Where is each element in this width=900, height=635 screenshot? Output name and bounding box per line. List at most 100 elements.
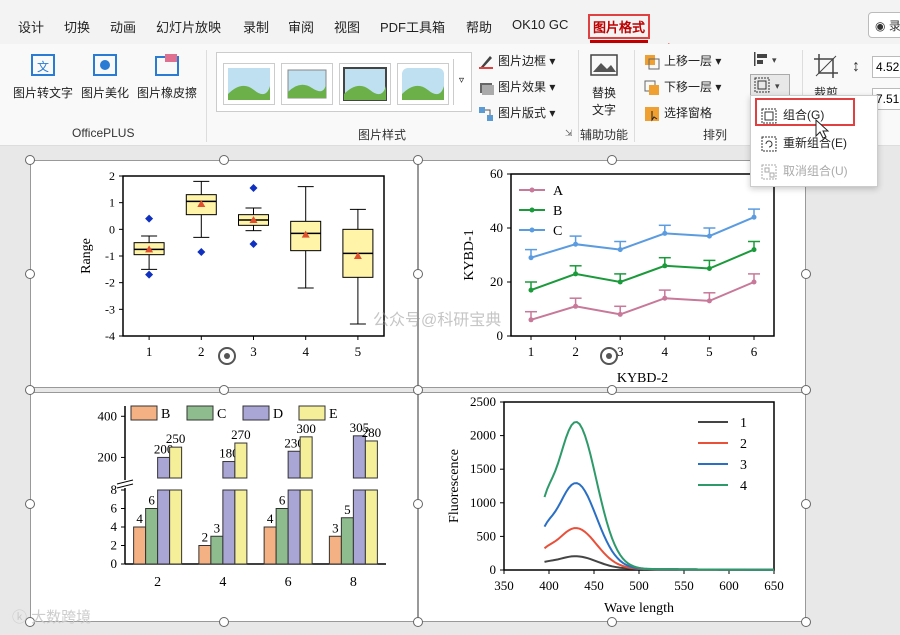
resize-handle[interactable]	[219, 155, 229, 165]
menu-design[interactable]: 设计	[18, 20, 45, 35]
resize-handle[interactable]	[607, 385, 617, 395]
fluorescence-chart: 0 500 1000 1500 2000 2500 350 400 450 500 550 600 65…	[447, 394, 784, 616]
picture-eraser-button[interactable]: 图片橡皮擦	[134, 52, 200, 101]
menu-help[interactable]: 帮助	[466, 20, 493, 35]
menu-regroup[interactable]: 重新组合(E)	[761, 134, 847, 152]
pen-icon	[479, 55, 493, 69]
resize-handle[interactable]	[413, 155, 423, 165]
width-input[interactable]: 7.51	[872, 88, 900, 110]
bar	[169, 489, 183, 565]
menu-ungroup-label: 取消组合(U)	[783, 164, 848, 178]
picture-border-button[interactable]: 图片边框 ▾	[478, 52, 555, 70]
resize-handle[interactable]	[25, 617, 35, 627]
resize-handle[interactable]	[25, 269, 35, 279]
selection-pane-icon	[645, 106, 659, 122]
y-tick-label: 4	[111, 519, 118, 534]
picture-to-text-icon: 文	[31, 54, 55, 76]
rotate-handle-icon[interactable]	[596, 343, 622, 369]
arrange-group-label: 排列	[703, 128, 728, 142]
style-thumb-2[interactable]	[281, 63, 333, 105]
menu-animations[interactable]: 动画	[110, 20, 137, 35]
resize-handle[interactable]	[801, 499, 811, 509]
menu-group[interactable]: 组合(G)	[761, 106, 824, 124]
bring-forward-button[interactable]: 上移一层 ▾	[644, 52, 721, 70]
y-axis-label: Fluorescence	[447, 449, 462, 523]
align-icon: ▾	[754, 52, 777, 66]
style-thumb-4[interactable]	[397, 63, 449, 105]
svg-text:▾: ▾	[775, 81, 780, 91]
picture-beautify-button[interactable]: 图片美化	[78, 52, 132, 101]
resize-handle[interactable]	[801, 385, 811, 395]
x-axis-label: Wave length	[604, 601, 674, 616]
watermark-corner-text: 大数跨境	[31, 609, 92, 626]
resize-handle[interactable]	[413, 617, 423, 627]
menu-pdf-toolbox[interactable]: PDF工具箱	[380, 20, 446, 35]
align-button[interactable]: ▾	[752, 50, 782, 71]
menu-review[interactable]: 审阅	[288, 20, 315, 35]
picture-effects-button[interactable]: 图片效果 ▾	[478, 78, 555, 96]
resize-handle[interactable]	[607, 155, 617, 165]
picture-to-text-button[interactable]: 文 图片转文字	[10, 52, 76, 101]
resize-handle[interactable]	[219, 617, 229, 627]
menu-picture-format[interactable]: 图片格式	[588, 14, 651, 43]
bar	[299, 436, 313, 479]
separator	[634, 50, 635, 142]
resize-handle[interactable]	[413, 385, 423, 395]
y-tick-label: 8	[111, 482, 118, 497]
x-tick-label: 3	[617, 344, 624, 359]
resize-handle[interactable]	[607, 617, 617, 627]
mean-marker	[301, 230, 310, 238]
styles-launcher-icon[interactable]: ⇲	[565, 128, 573, 138]
y-tick-label: 0	[490, 562, 497, 577]
group-button[interactable]: ▾	[750, 74, 790, 96]
data-label: 4	[267, 511, 274, 526]
menu-ok10gc[interactable]: OK10 GC	[512, 17, 569, 32]
separator	[206, 50, 207, 142]
y-tick-label: 500	[477, 528, 497, 543]
data-label: 6	[279, 493, 286, 508]
send-backward-button[interactable]: 下移一层 ▾	[644, 78, 721, 96]
chart-panel-fluorescence[interactable]: 0 500 1000 1500 2000 2500 350 400 450 500 550 600 65…	[418, 392, 806, 622]
mean-marker	[197, 200, 206, 207]
chart-panel-bar[interactable]: 0 2 4 6 8 200 400 2 4 6 200 250 4 2 3 180 270 6 4 6 230 300 8 3…	[30, 392, 418, 622]
height-input[interactable]: 4.52	[872, 56, 900, 78]
record-button[interactable]: ◉ 录	[868, 12, 900, 38]
line-chart-kybd: 0 20 40 60 1 2 3 4 5 6 KYBD-1 KYBD-2 ABC	[462, 166, 775, 386]
legend-label: E	[329, 407, 338, 422]
x-tick-label: 350	[494, 578, 514, 593]
resize-handle[interactable]	[801, 617, 811, 627]
chart-panel-box[interactable]: -4 -3 -2 -1 0 1 2 1 2 3 4 5 Range	[30, 160, 418, 388]
resize-handle[interactable]	[219, 385, 229, 395]
menu-record[interactable]: 录制	[243, 20, 270, 35]
selection-frame	[418, 392, 806, 622]
resize-handle[interactable]	[413, 499, 423, 509]
data-point	[617, 279, 623, 285]
alt-text-button[interactable]: 替换 文字	[584, 52, 624, 118]
bring-forward-icon	[645, 54, 660, 70]
crop-button[interactable]: 裁剪	[806, 52, 846, 101]
gallery-more-button[interactable]: ▿	[453, 59, 469, 105]
x-tick-label: 4	[219, 575, 226, 590]
resize-handle[interactable]	[25, 385, 35, 395]
chart-panel-line[interactable]: 0 20 40 60 1 2 3 4 5 6 KYBD-1 KYBD-2 A B C	[418, 160, 806, 388]
menu-view[interactable]: 视图	[334, 20, 361, 35]
resize-handle[interactable]	[25, 155, 35, 165]
style-thumb-3[interactable]	[339, 63, 391, 105]
box-plot: -4 -3 -2 -1 0 1 2 1 2 3 4 5 Range	[79, 169, 385, 359]
legend-label: 4	[740, 479, 747, 494]
mean-marker	[249, 216, 258, 223]
axis-break-gap	[117, 480, 394, 488]
y-tick-label: 2000	[470, 428, 496, 443]
menu-transitions[interactable]: 切换	[64, 20, 91, 35]
style-thumb-1[interactable]	[223, 63, 275, 105]
resize-handle[interactable]	[413, 269, 423, 279]
legend-marker	[529, 207, 535, 213]
rotate-handle-icon[interactable]	[214, 343, 240, 369]
data-label: 3	[214, 520, 221, 535]
picture-layout-button[interactable]: 图片版式 ▾	[478, 104, 555, 122]
resize-handle[interactable]	[801, 269, 811, 279]
data-point	[662, 230, 668, 236]
resize-handle[interactable]	[25, 499, 35, 509]
selection-pane-button[interactable]: 选择窗格	[644, 104, 712, 122]
menu-slideshow[interactable]: 幻灯片放映	[156, 20, 222, 35]
